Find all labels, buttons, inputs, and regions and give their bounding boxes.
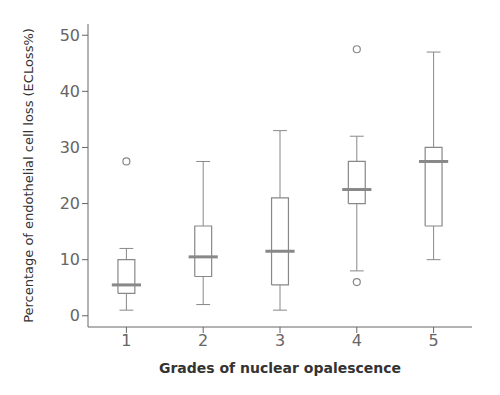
svg-text:0: 0 (70, 306, 80, 325)
svg-text:Grades of nuclear opalescence: Grades of nuclear opalescence (159, 360, 401, 376)
svg-text:2: 2 (198, 331, 208, 350)
svg-text:4: 4 (352, 331, 362, 350)
svg-text:30: 30 (60, 138, 80, 157)
svg-text:3: 3 (275, 331, 285, 350)
svg-text:Percentage of endothelial cell: Percentage of endothelial cell loss (ECL… (21, 28, 36, 323)
svg-text:20: 20 (60, 194, 80, 213)
svg-text:1: 1 (121, 331, 131, 350)
svg-text:5: 5 (429, 331, 439, 350)
svg-text:40: 40 (60, 82, 80, 101)
svg-text:10: 10 (60, 250, 80, 269)
svg-text:50: 50 (60, 26, 80, 45)
